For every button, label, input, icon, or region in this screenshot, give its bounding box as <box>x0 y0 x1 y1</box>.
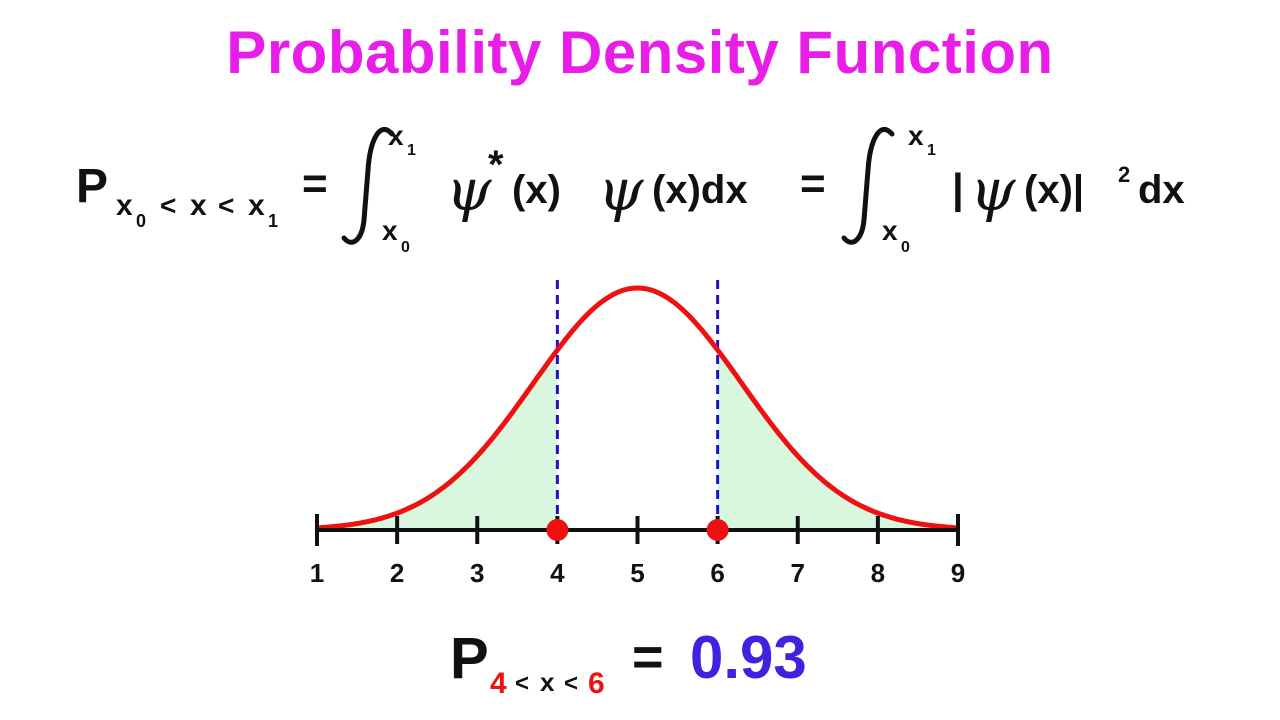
formula-sub-lt2: < <box>218 190 234 221</box>
psi-2: ψ <box>598 156 644 224</box>
bell-curve-diagram: 1 2 3 4 5 6 7 8 9 <box>310 280 965 588</box>
psi-1: ψ <box>446 156 492 224</box>
formula-sub-lt1: < <box>160 190 176 221</box>
result-sub-x: x <box>540 667 555 697</box>
formula-dx: dx <box>1138 168 1185 212</box>
tick-label-9: 9 <box>951 558 965 588</box>
tick-label-2: 2 <box>390 558 404 588</box>
result-value: 0.93 <box>690 624 807 691</box>
integral1-upper: x <box>388 120 404 151</box>
formula-paren-x-dx: (x)dx <box>652 168 748 212</box>
tick-label-7: 7 <box>791 558 805 588</box>
integral1-lower-sub: 0 <box>401 239 410 256</box>
result-p: P <box>450 626 489 691</box>
formula-p: P <box>76 160 108 213</box>
formula-paren-x2: (x)| <box>1024 168 1084 212</box>
psi-3: ψ <box>970 156 1016 224</box>
integral2-upper-sub: 1 <box>927 142 936 159</box>
integral-sign-1 <box>341 127 395 245</box>
marker-point-4 <box>546 519 569 541</box>
integral2-upper: x <box>908 120 924 151</box>
result-sub-a: 4 <box>490 667 507 700</box>
integral-sign-2 <box>841 127 895 245</box>
formula-sub-x1: x <box>248 189 265 222</box>
probability-result: P 4 < x < 6 = 0.93 <box>450 624 807 700</box>
tick-label-1: 1 <box>310 558 324 588</box>
tick-label-3: 3 <box>470 558 484 588</box>
psi-star: * <box>488 143 504 187</box>
formula-abs-open: | <box>952 165 964 213</box>
page-title: Probability Density Function <box>226 19 1054 86</box>
result-eq: = <box>632 627 664 687</box>
formula-sub-x: x <box>190 189 207 222</box>
formula-sub-1: 1 <box>268 211 278 231</box>
integral1-upper-sub: 1 <box>407 142 416 159</box>
formula-square: 2 <box>1118 162 1130 187</box>
shaded-region-1 <box>317 350 558 530</box>
integral1-lower: x <box>382 215 398 246</box>
probability-formula: P x 0 < x < x 1 = x 1 x 0 ψ * (x) ψ (x)d… <box>76 120 1185 256</box>
shaded-region-2 <box>717 350 958 530</box>
result-sub-lt1: < <box>515 670 529 697</box>
formula-paren-x1: (x) <box>512 168 561 212</box>
probability-curve <box>316 285 959 531</box>
integral2-lower: x <box>882 215 898 246</box>
formula-eq1: = <box>302 159 328 208</box>
result-sub-b: 6 <box>588 667 605 700</box>
integral2-lower-sub: 0 <box>901 239 910 256</box>
result-sub-lt2: < <box>564 670 578 697</box>
tick-label-4: 4 <box>550 558 565 588</box>
tick-label-8: 8 <box>871 558 885 588</box>
formula-eq2: = <box>800 159 826 208</box>
formula-sub-0: 0 <box>136 211 146 231</box>
tick-label-6: 6 <box>710 558 724 588</box>
tick-label-5: 5 <box>630 558 644 588</box>
marker-point-6 <box>706 519 729 541</box>
formula-sub-x0: x <box>116 189 133 222</box>
